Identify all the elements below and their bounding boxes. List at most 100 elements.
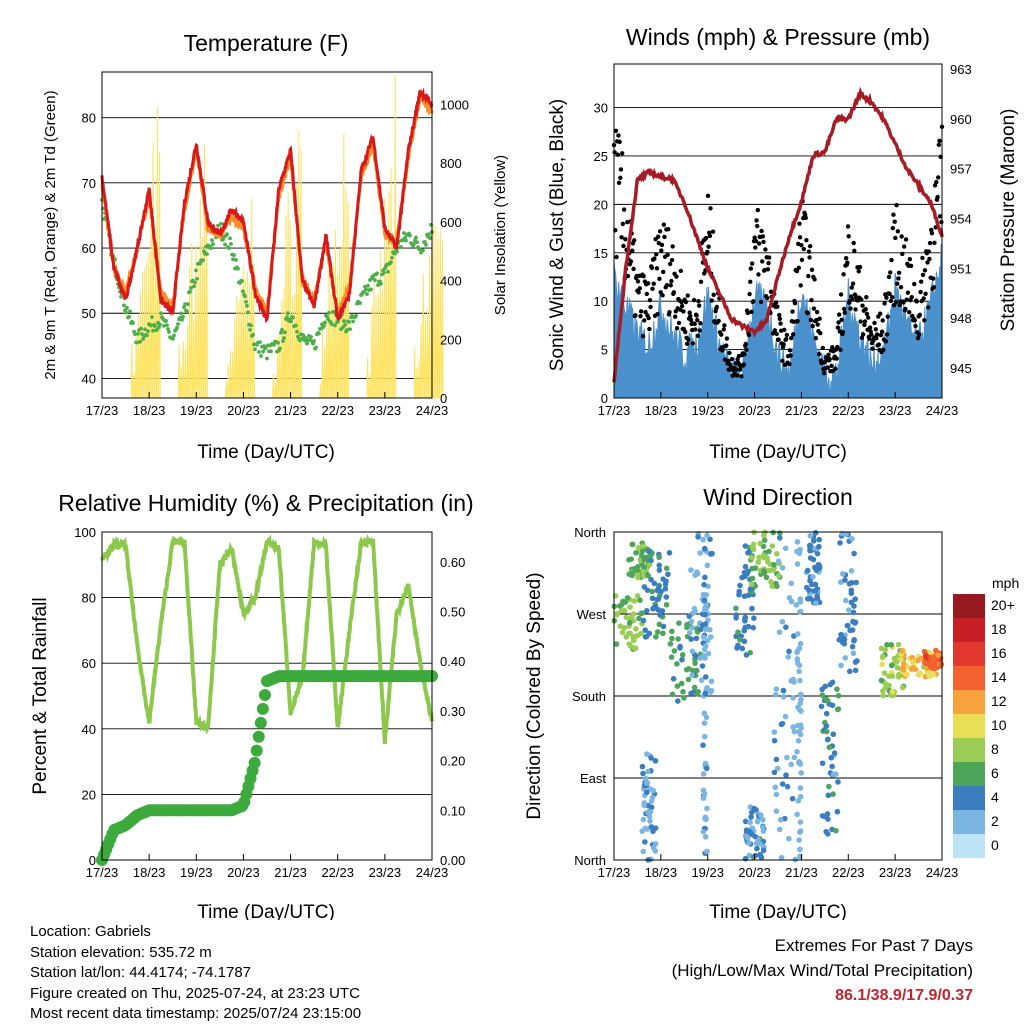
gust-point xyxy=(655,234,661,239)
direction-point xyxy=(798,696,804,703)
left-tick-label: 60 xyxy=(82,241,96,256)
right-tick-label: 960 xyxy=(950,112,972,127)
direction-point xyxy=(785,654,792,660)
direction-point xyxy=(849,643,856,650)
dewpoint-point xyxy=(351,319,355,324)
gust-point xyxy=(836,312,842,317)
plot-frame xyxy=(613,63,943,399)
direction-point xyxy=(677,645,683,651)
dewpoint-point xyxy=(159,311,163,316)
dewpoint-point xyxy=(232,253,236,258)
direction-point xyxy=(739,645,746,652)
direction-point xyxy=(704,848,710,855)
dewpoint-point xyxy=(243,294,247,299)
left-tick-label: 10 xyxy=(594,294,608,309)
direction-point xyxy=(878,645,885,652)
x-tick-label: 19/23 xyxy=(691,403,724,418)
direction-point xyxy=(697,626,704,633)
x-tick-label: 23/23 xyxy=(369,403,402,418)
dewpoint-point xyxy=(375,271,379,276)
gust-point xyxy=(633,313,638,318)
gust-point xyxy=(804,237,809,243)
direction-point xyxy=(841,636,848,643)
direction-point xyxy=(834,686,840,692)
direction-point xyxy=(633,567,640,573)
gust-point xyxy=(788,353,793,358)
direction-point xyxy=(844,622,851,629)
gust-point xyxy=(917,312,923,318)
colorbar-tick-label: 0 xyxy=(991,837,999,853)
right-tick-label: 954 xyxy=(950,212,972,227)
direction-point xyxy=(734,645,740,651)
direction-point xyxy=(618,602,625,608)
direction-point xyxy=(684,621,690,628)
direction-point xyxy=(783,624,789,630)
direction-point xyxy=(626,619,633,626)
direction-point xyxy=(689,672,696,678)
direction-point xyxy=(640,543,647,549)
gust-point xyxy=(927,256,932,262)
gust-point xyxy=(763,247,768,252)
gust-point xyxy=(901,300,906,305)
left-tick-label: 40 xyxy=(82,371,96,386)
direction-point xyxy=(771,729,778,735)
dewpoint-point xyxy=(295,329,299,334)
gust-point xyxy=(852,248,857,254)
gust-point xyxy=(752,235,757,240)
direction-point xyxy=(635,544,642,551)
dewpoint-point xyxy=(415,240,419,245)
gust-point xyxy=(920,272,926,278)
direction-point xyxy=(842,577,848,583)
gust-point xyxy=(787,348,793,353)
dewpoint-point xyxy=(289,319,293,324)
x-tick-label: 20/23 xyxy=(227,403,260,418)
temperature-panel: Temperature (F) 40 50 60 70 80 0 200 400 600 800… xyxy=(42,30,509,463)
direction-point xyxy=(774,765,781,772)
direction-point xyxy=(810,574,816,580)
gust-point xyxy=(869,332,874,337)
temperature-ylabel: 2m & 9m T (Red, Orange) & 2m Td (Green) xyxy=(42,90,59,379)
dewpoint-point xyxy=(249,323,253,328)
direction-point xyxy=(797,828,804,834)
gust-point xyxy=(904,297,909,302)
direction-point xyxy=(839,570,846,577)
direction-point xyxy=(794,631,801,637)
dewpoint-point xyxy=(143,327,147,332)
gust-point xyxy=(613,128,619,134)
colorbar-swatch xyxy=(953,714,985,738)
gust-point xyxy=(878,333,884,338)
direction-point xyxy=(851,636,858,643)
direction-point xyxy=(656,554,662,561)
direction-point xyxy=(829,679,836,686)
dewpoint-point xyxy=(373,278,377,282)
direction-point xyxy=(782,545,789,552)
gust-point xyxy=(903,237,909,242)
direction-point xyxy=(648,804,655,811)
direction-point xyxy=(619,629,626,636)
temperature-y2label: Solar Insolation (Yellow) xyxy=(492,155,509,315)
gust-point xyxy=(864,311,870,317)
gust-point xyxy=(686,337,691,342)
gust-point xyxy=(922,268,928,273)
direction-point xyxy=(816,536,823,543)
direction-point xyxy=(750,546,757,553)
dewpoint-point xyxy=(228,236,232,241)
gust-point xyxy=(705,193,711,198)
gust-point xyxy=(659,242,665,248)
direction-point xyxy=(796,706,803,713)
direction-point xyxy=(701,652,707,659)
direction-point xyxy=(830,791,836,797)
gust-point xyxy=(681,309,686,314)
direction-point xyxy=(655,596,662,602)
gust-point xyxy=(893,235,898,241)
direction-point xyxy=(634,571,641,578)
gust-point xyxy=(668,283,673,288)
direction-point xyxy=(828,754,835,761)
direction-point xyxy=(797,793,804,800)
gust-point xyxy=(637,286,643,291)
gust-point xyxy=(688,317,694,323)
direction-point xyxy=(757,841,763,847)
direction-point xyxy=(846,668,853,675)
gust-point xyxy=(895,281,900,286)
x-tick-label: 18/23 xyxy=(645,403,678,418)
